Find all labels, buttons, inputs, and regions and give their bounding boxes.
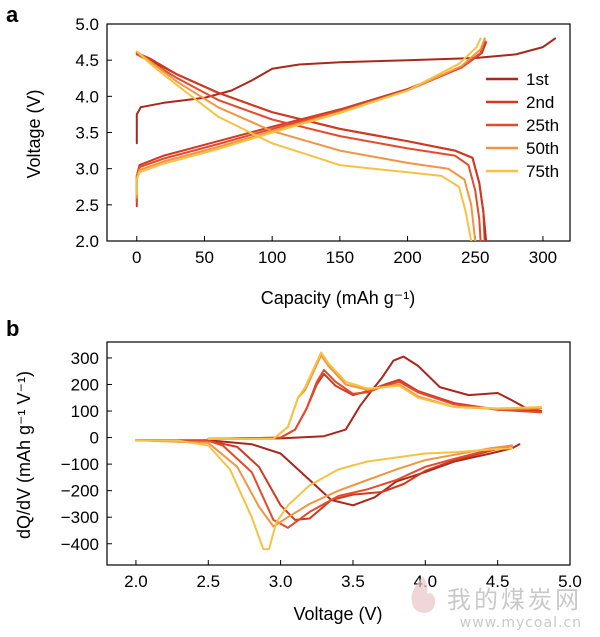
panel-b-series-25th-charge-line xyxy=(207,368,543,440)
watermark-url: www.mycoal.cn xyxy=(459,615,582,631)
panel-a-curves xyxy=(135,37,557,241)
legend-label-1st: 1st xyxy=(526,70,549,89)
panel-b-y-tick-label: −200 xyxy=(61,482,99,501)
panel-b-x-tick-label: 3.0 xyxy=(269,572,293,591)
panel-a-series-group xyxy=(135,37,557,241)
panel-a-y-tick-label: 3.0 xyxy=(75,160,99,179)
panel-a-y-tick-label: 4.0 xyxy=(75,87,99,106)
panel-b-series-75th-charge-line xyxy=(207,351,543,440)
panel-a-x-axis-title: Capacity (mAh g⁻¹) xyxy=(261,288,416,308)
panel-b-series-50th-discharge-line xyxy=(134,439,514,528)
legend-label-25th: 25th xyxy=(526,116,559,135)
flame-logo-icon xyxy=(411,576,436,613)
panel-b-x-tick-label: 3.5 xyxy=(341,572,365,591)
panel-b-x-tick-label: 4.5 xyxy=(486,572,510,591)
panel-a-series-75th-discharge-line xyxy=(135,50,473,241)
panel-b-series-25th-discharge-line xyxy=(134,439,514,529)
panel-b-y-tick-label: −400 xyxy=(61,535,99,554)
panel-a-legend: 1st 2nd 25th 50th 75th xyxy=(486,70,559,181)
panel-b-series-1st-charge-line xyxy=(207,355,543,440)
panel-a-label: a xyxy=(6,2,19,27)
panel-b-plot-frame xyxy=(106,341,571,566)
panel-a-y-tick-label: 5.0 xyxy=(75,15,99,34)
legend-label-50th: 50th xyxy=(526,139,559,158)
panel-a-x-tick-label: 100 xyxy=(258,248,286,267)
panel-b-series-50th-charge-line xyxy=(207,354,543,440)
panel-a-series-25th-discharge-line xyxy=(135,53,482,241)
panel-b-curves xyxy=(134,351,543,551)
panel-a-x-tick-label: 0 xyxy=(132,248,141,267)
panel-a-ticks: 0 50 100 150 200 250 300 2.0 2.5 3.0 3.5 4.0 4.5 5.0 xyxy=(75,15,557,267)
panel-b-series-75th-discharge-line xyxy=(134,439,514,551)
panel-b-series-1st-discharge-line xyxy=(134,439,521,507)
panel-b: b 2.02.53.03.54.04.55.03002001000−100−20… xyxy=(6,316,582,624)
panel-a-series-2nd-charge-line xyxy=(135,41,488,208)
panel-b-x-axis-title: Voltage (V) xyxy=(293,604,382,624)
panel-a-series-2nd-discharge-line xyxy=(135,51,486,241)
panel-b-y-tick-label: −100 xyxy=(61,455,99,474)
panel-a-y-tick-label: 2.5 xyxy=(75,196,99,215)
panel-a-y-tick-label: 4.5 xyxy=(75,51,99,70)
panel-b-y-tick-label: 200 xyxy=(71,375,99,394)
panel-b-y-tick-label: 0 xyxy=(90,429,99,448)
panel-b-series-2nd-charge-line xyxy=(207,372,543,440)
panel-b-y-tick-label: 300 xyxy=(71,349,99,368)
panel-a-series-50th-discharge-line xyxy=(135,50,477,241)
panel-b-label: b xyxy=(6,316,19,341)
panel-a-series-1st-charge-line xyxy=(135,37,557,145)
panel-a-x-tick-label: 150 xyxy=(326,248,354,267)
panel-a-y-tick-label: 3.5 xyxy=(75,124,99,143)
panel-a-series-75th-charge-line xyxy=(135,37,482,195)
panel-a-y-tick-label: 2.0 xyxy=(75,232,99,251)
watermark: 我的煤炭网 www.mycoal.cn xyxy=(411,576,582,631)
legend-label-2nd: 2nd xyxy=(526,93,554,112)
panel-b-y-tick-label: −300 xyxy=(61,508,99,527)
panel-b-x-tick-label: 5.0 xyxy=(558,572,582,591)
legend-label-75th: 75th xyxy=(526,162,559,181)
panel-a-y-axis-title: Voltage (V) xyxy=(24,89,44,178)
watermark-text: 我的煤炭网 xyxy=(447,586,582,614)
panel-a-x-tick-label: 200 xyxy=(393,248,421,267)
panel-a-x-tick-label: 300 xyxy=(529,248,557,267)
panel-b-x-tick-label: 2.0 xyxy=(124,572,148,591)
panel-a-x-tick-label: 50 xyxy=(195,248,214,267)
panel-b-y-tick-label: 100 xyxy=(71,402,99,421)
panel-a-x-tick-label: 250 xyxy=(461,248,489,267)
panel-b-ticks: 2.02.53.03.54.04.55.03002001000−100−200−… xyxy=(61,349,582,591)
panel-b-series-group xyxy=(134,351,543,551)
panel-b-x-tick-label: 2.5 xyxy=(196,572,220,591)
panel-a: a 0 50 100 150 200 250 300 2.0 2.5 3.0 3.5 4.0 4.5 5.… xyxy=(6,2,571,308)
panel-b-y-axis-title: dQ/dV (mAh g⁻¹ V⁻¹) xyxy=(14,371,34,539)
